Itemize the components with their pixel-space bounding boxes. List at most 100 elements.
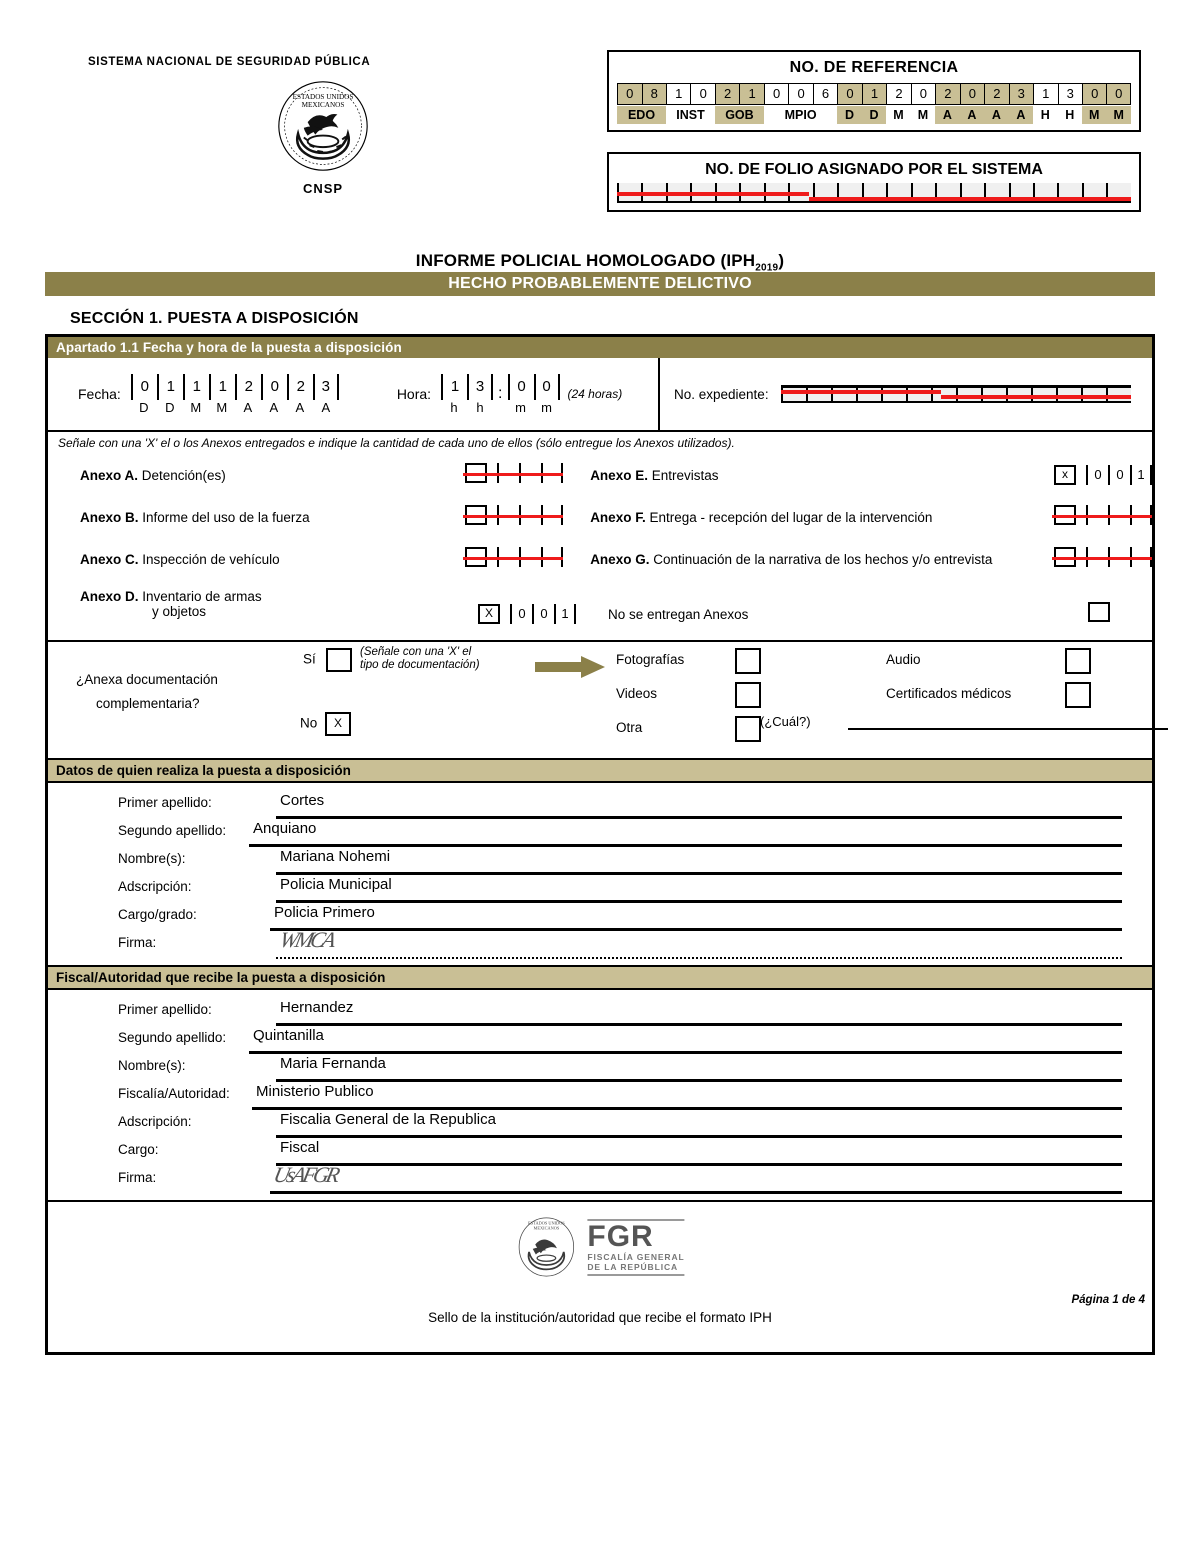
expediente-cell-13[interactable] [780,385,806,403]
fecha-digit-2[interactable]: 1 [182,373,209,400]
anexo-left-3-count-1[interactable]: 0 [532,604,554,624]
expediente-cell-10[interactable] [855,385,881,403]
recibe-value-6[interactable]: UsAFGR [271,1162,340,1187]
option-otra-checkbox[interactable] [735,716,761,742]
fecha-digit-5[interactable]: 0 [260,373,287,400]
fecha-digit-1[interactable]: 1 [156,373,183,400]
anexo-left-3-count-0[interactable]: 0 [510,604,532,624]
recibe-value-2[interactable]: Maria Fernanda [280,1055,386,1072]
recibe-value-1[interactable]: Quintanilla [253,1027,324,1044]
reference-digit-0[interactable]: 0 [617,83,642,105]
recibe-line-2[interactable] [276,1079,1122,1082]
reference-digit-1[interactable]: 8 [641,83,666,105]
anexo-left-1-count[interactable] [462,504,563,525]
recibe-line-6[interactable] [270,1191,1122,1194]
hora-hh-digit-0[interactable]: 1 [441,373,467,400]
reference-digit-4[interactable]: 2 [714,83,740,105]
reference-digit-20[interactable]: 0 [1106,83,1131,105]
recibe-line-4[interactable] [276,1135,1122,1138]
realiza-value-1[interactable]: Anquiano [253,820,317,837]
recibe-line-5[interactable] [276,1163,1122,1166]
recibe-value-4[interactable]: Fiscalia General de la Republica [280,1111,496,1128]
recibe-line-0[interactable] [276,1023,1122,1026]
hora-hh-digit-1[interactable]: 3 [467,373,494,400]
realiza-line-4[interactable] [270,928,1122,931]
expediente-cell-12[interactable] [805,385,831,403]
documentacion-no-checkbox[interactable]: X [325,712,352,736]
reference-digit-18[interactable]: 3 [1057,83,1082,105]
anexo-left-2-controls[interactable] [462,546,563,567]
realiza-value-4[interactable]: Policia Primero [274,904,375,921]
reference-digit-2[interactable]: 1 [666,83,691,105]
anexo-left-2-count[interactable] [462,546,563,567]
reference-digit-14[interactable]: 0 [959,83,985,105]
anexo-right-3-checkbox[interactable] [1088,601,1110,622]
realiza-line-0[interactable] [276,816,1122,819]
realiza-line-2[interactable] [276,872,1122,875]
anexo-right-0-count-0[interactable]: 0 [1086,465,1108,485]
expediente-cell-9[interactable] [880,385,906,403]
hora-mm-digit-1[interactable]: 0 [533,373,560,400]
expediente-input[interactable] [780,385,1131,403]
recibe-value-0[interactable]: Hernandez [280,999,354,1016]
fecha-digit-4[interactable]: 2 [234,373,261,400]
reference-digit-7[interactable]: 0 [788,83,813,105]
recibe-value-3[interactable]: Ministerio Publico [256,1083,374,1100]
folio-input-cells[interactable] [609,183,1139,210]
reference-digit-19[interactable]: 0 [1081,83,1107,105]
anexo-left-1-controls[interactable] [462,504,563,525]
hora-mm-digit-0[interactable]: 0 [507,373,534,400]
reference-digit-3[interactable]: 0 [690,83,715,105]
reference-digit-8[interactable]: 6 [812,83,838,105]
reference-digit-9[interactable]: 0 [837,83,862,105]
anexo-right-1-count[interactable] [1052,504,1152,525]
fecha-digit-6[interactable]: 2 [286,373,313,400]
fecha-digit-7[interactable]: 3 [312,373,339,400]
anexo-right-0-checkbox[interactable]: x [1054,465,1076,485]
anexo-left-0-controls[interactable] [462,462,563,483]
anexo-left-0-count[interactable] [462,462,563,483]
cual-input-line[interactable] [848,728,1168,730]
option-fotografias-checkbox[interactable] [735,648,761,674]
anexo-left-3-count-2[interactable]: 1 [554,604,576,624]
option-videos-checkbox[interactable] [735,682,761,708]
realiza-value-0[interactable]: Cortes [280,792,325,809]
recibe-value-5[interactable]: Fiscal [280,1139,320,1156]
expediente-cell-8[interactable] [905,385,931,403]
reference-digit-16[interactable]: 3 [1008,83,1034,105]
realiza-line-1[interactable] [249,844,1122,847]
expediente-cell-11[interactable] [830,385,856,403]
reference-digit-5[interactable]: 1 [739,83,764,105]
anexo-left-3-checkbox[interactable]: X [478,604,500,624]
anexo-right-2-controls[interactable] [1052,546,1152,567]
reference-digit-17[interactable]: 1 [1033,83,1058,105]
documentacion-si-group[interactable]: Sí [303,648,352,672]
fecha-digit-3[interactable]: 1 [208,373,235,400]
anexo-right-1-controls[interactable] [1052,504,1152,525]
recibe-line-3[interactable] [252,1107,1122,1110]
realiza-line-3[interactable] [276,900,1122,903]
reference-digit-13[interactable]: 2 [935,83,960,105]
documentacion-no-group[interactable]: No X [300,712,352,736]
reference-digit-15[interactable]: 2 [984,83,1009,105]
realiza-line-5[interactable] [276,957,1122,959]
reference-digit-6[interactable]: 0 [763,83,789,105]
anexo-right-2-count[interactable] [1052,546,1152,567]
documentacion-si-checkbox[interactable] [325,648,352,672]
fecha-digit-0[interactable]: 0 [130,373,157,400]
anexo-right-0-count-1[interactable]: 0 [1108,465,1130,485]
anexo-right-0-count-2[interactable]: 1 [1130,465,1152,485]
recibe-line-1[interactable] [249,1051,1122,1054]
realiza-value-3[interactable]: Policia Municipal [280,876,392,893]
option-certificados-checkbox[interactable] [1065,682,1091,708]
reference-digit-11[interactable]: 2 [886,83,911,105]
